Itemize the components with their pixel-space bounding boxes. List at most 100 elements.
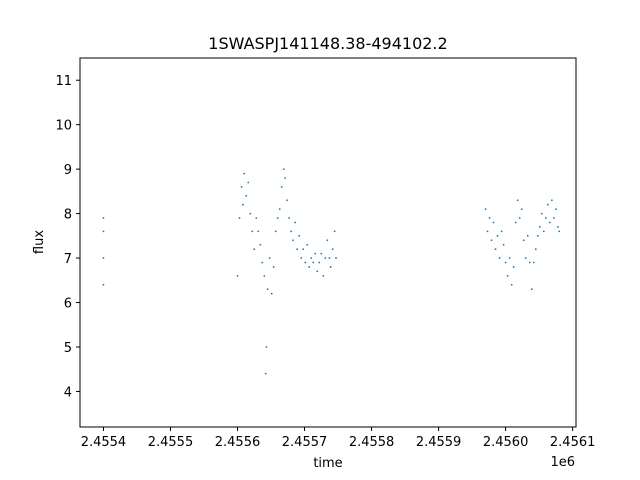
data-point	[265, 346, 268, 348]
data-point	[268, 257, 271, 259]
data-point	[238, 217, 241, 219]
data-point	[102, 217, 105, 219]
data-point	[552, 217, 555, 219]
data-point	[548, 221, 551, 224]
data-point	[544, 217, 547, 219]
data-point	[554, 208, 557, 211]
x-tick-label: 2.4560	[483, 435, 529, 450]
data-point	[518, 217, 521, 219]
data-point	[328, 257, 331, 259]
x-tick-label: 2.4557	[282, 435, 328, 450]
data-point	[500, 230, 503, 233]
data-point	[236, 274, 239, 277]
data-point	[490, 239, 493, 242]
data-point	[534, 248, 537, 251]
data-point	[530, 288, 533, 291]
data-point	[510, 283, 513, 286]
data-point	[266, 288, 269, 291]
data-point	[558, 230, 561, 233]
data-point	[514, 221, 517, 224]
data-point	[492, 221, 495, 224]
data-point	[296, 248, 299, 251]
data-point	[324, 257, 327, 259]
data-point	[263, 274, 266, 277]
data-point	[282, 168, 285, 171]
data-point	[240, 186, 243, 188]
data-point	[255, 217, 258, 219]
data-point	[528, 261, 531, 264]
data-point	[316, 270, 319, 273]
data-point	[292, 239, 295, 242]
data-point	[264, 372, 267, 375]
data-point	[102, 283, 105, 286]
data-point	[249, 212, 252, 215]
data-point	[298, 234, 301, 237]
data-point	[536, 234, 539, 237]
data-point	[333, 230, 336, 233]
data-point	[498, 257, 501, 259]
x-offset-label: 1e6	[550, 455, 575, 470]
x-axis-label: time	[313, 456, 342, 471]
data-point	[506, 274, 509, 277]
data-point	[270, 292, 273, 295]
data-point	[538, 226, 541, 228]
data-point	[502, 243, 505, 246]
y-tick-label: 6	[64, 297, 72, 312]
data-point	[280, 186, 283, 188]
data-point	[243, 172, 246, 175]
data-point	[310, 257, 313, 259]
data-point	[520, 208, 523, 211]
data-point	[540, 212, 543, 215]
data-point	[512, 266, 515, 268]
data-point	[304, 261, 307, 264]
data-point	[253, 248, 256, 251]
y-axis-label: flux	[32, 230, 47, 254]
x-tick-label: 2.4555	[148, 435, 194, 450]
data-point	[278, 208, 281, 211]
data-point	[241, 203, 244, 206]
x-tick-label: 2.4559	[416, 435, 462, 450]
y-tick-label: 11	[55, 74, 72, 89]
x-tick-label: 2.4554	[81, 435, 127, 450]
data-point	[300, 257, 303, 259]
y-tick-label: 10	[55, 119, 72, 134]
data-point	[284, 177, 287, 179]
data-point	[526, 234, 529, 237]
data-point	[286, 199, 289, 202]
data-point	[504, 261, 507, 264]
data-point	[261, 261, 264, 264]
data-point	[302, 248, 305, 251]
plot-frame	[79, 57, 577, 428]
data-point	[546, 203, 549, 206]
data-point	[320, 252, 323, 255]
data-point	[276, 217, 279, 219]
chart-title: 1SWASPJ141148.38-494102.2	[208, 34, 447, 53]
x-tick-label: 2.4558	[349, 435, 395, 450]
data-point	[484, 208, 487, 211]
data-point	[102, 257, 105, 259]
y-tick-label: 5	[64, 341, 72, 356]
y-tick-label: 4	[64, 385, 72, 400]
data-point	[288, 217, 291, 219]
data-point	[329, 266, 332, 268]
points-layer	[102, 168, 561, 375]
x-axis: 2.4554 2.4555 2.4556 2.4557 2.4558 2.4559 2.45…	[81, 427, 596, 450]
data-point	[331, 248, 334, 251]
data-point	[318, 261, 321, 264]
data-point	[257, 230, 260, 233]
data-point	[524, 257, 527, 259]
data-point	[557, 226, 559, 228]
y-axis: 4 5 6 7 8 9 10 11	[55, 74, 80, 400]
data-point	[247, 181, 250, 184]
x-tick-label: 2.4561	[550, 435, 596, 450]
data-point	[522, 239, 525, 242]
data-point	[532, 261, 535, 264]
y-tick-label: 7	[64, 252, 72, 267]
data-point	[322, 274, 325, 277]
data-point	[508, 257, 511, 259]
y-tick-label: 8	[64, 208, 72, 223]
data-point	[488, 217, 491, 219]
data-point	[251, 230, 254, 233]
